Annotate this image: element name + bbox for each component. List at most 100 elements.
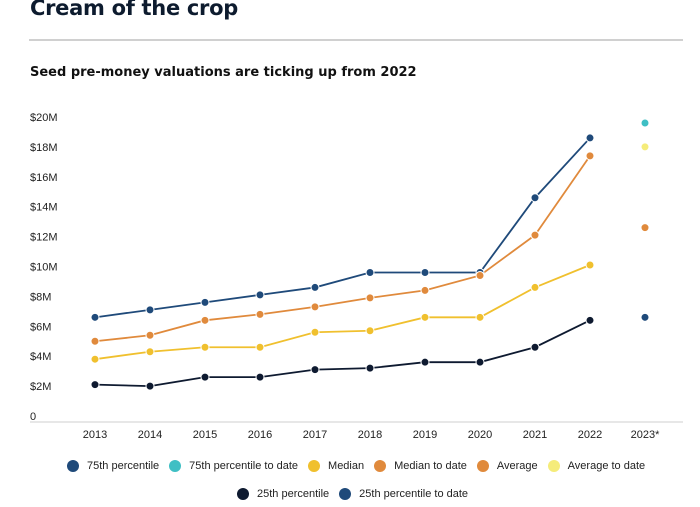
legend-label: Median to date bbox=[394, 460, 467, 472]
data-point-average bbox=[255, 309, 265, 319]
legend-label: 25th percentile bbox=[257, 488, 330, 500]
x-tick-label: 2017 bbox=[303, 429, 327, 441]
legend-item-75th-percentile[interactable]: 75th percentile bbox=[67, 460, 159, 472]
legend-swatch-icon bbox=[308, 460, 321, 472]
data-point-average-to-date bbox=[640, 142, 650, 152]
series-points bbox=[90, 118, 650, 391]
chart-subtitle: Seed pre-money valuations are ticking up… bbox=[30, 65, 417, 80]
data-point-75th-percentile bbox=[530, 193, 540, 203]
legend-label: Average bbox=[496, 460, 538, 472]
legend-label: Median bbox=[328, 460, 365, 472]
data-point-median bbox=[475, 312, 485, 322]
page-title: Cream of the crop bbox=[30, 0, 238, 20]
data-point-25th-percentile bbox=[90, 380, 100, 390]
legend-label: 75th percentile bbox=[87, 460, 160, 472]
data-point-75th-percentile bbox=[365, 267, 375, 277]
y-tick-label: $14M bbox=[30, 202, 58, 214]
data-point-median bbox=[145, 347, 155, 357]
legend-item-25th-percentile-to-date[interactable]: 25th percentile to date bbox=[339, 488, 468, 500]
data-point-median bbox=[310, 327, 320, 337]
data-point-average bbox=[90, 336, 100, 346]
legend-swatch-icon bbox=[237, 488, 249, 500]
y-axis: 0 $2M $4M $6M $8M $10M $12M $14M $16M $18M $20M bbox=[30, 112, 58, 423]
data-point-25th-percentile bbox=[420, 357, 430, 367]
data-point-25th-percentile bbox=[585, 315, 595, 325]
data-point-25th-percentile bbox=[530, 342, 540, 352]
data-point-25th-percentile bbox=[200, 372, 210, 382]
data-point-75th-percentile bbox=[585, 133, 595, 143]
legend-item-25th-percentile[interactable]: 25th percentile bbox=[237, 488, 329, 500]
data-point-median bbox=[90, 354, 100, 364]
data-point-75th-percentile-to-date bbox=[640, 118, 650, 128]
data-point-average bbox=[530, 230, 540, 240]
y-tick-label: 0 bbox=[30, 411, 36, 423]
y-tick-label: $16M bbox=[30, 172, 58, 184]
legend-item-75th-percentile-to-date[interactable]: 75th percentile to date bbox=[169, 460, 298, 472]
x-tick-label: 2021 bbox=[523, 429, 547, 441]
series-line-average bbox=[94, 155, 591, 343]
title-divider bbox=[29, 39, 683, 41]
data-point-average bbox=[310, 302, 320, 312]
series-lines bbox=[94, 137, 591, 388]
x-tick-label: 2018 bbox=[358, 429, 382, 441]
data-point-median bbox=[200, 342, 210, 352]
data-point-75th-percentile bbox=[90, 312, 100, 322]
data-point-75th-percentile bbox=[200, 297, 210, 307]
legend-swatch-icon bbox=[547, 460, 560, 472]
legend-item-median[interactable]: Median bbox=[308, 460, 364, 472]
series-line-25th-percentile bbox=[94, 319, 591, 388]
y-tick-label: $20M bbox=[30, 112, 58, 124]
y-tick-label: $4M bbox=[30, 351, 51, 363]
data-point-25th-percentile bbox=[475, 357, 485, 367]
data-point-75th-percentile bbox=[310, 282, 320, 292]
legend-label: Average to date bbox=[567, 460, 646, 472]
data-point-median bbox=[530, 282, 540, 292]
data-point-25th-percentile bbox=[310, 365, 320, 375]
data-point-average bbox=[420, 285, 430, 295]
legend-row: 25th percentile 25th percentile to date bbox=[237, 488, 478, 500]
data-point-average bbox=[365, 293, 375, 303]
data-point-75th-percentile bbox=[255, 290, 265, 300]
data-point-average bbox=[200, 315, 210, 325]
y-tick-label: $12M bbox=[30, 232, 58, 244]
data-point-75th-percentile bbox=[145, 305, 155, 315]
legend-label: 25th percentile to date bbox=[359, 488, 469, 500]
legend-swatch-icon bbox=[339, 488, 352, 500]
x-tick-label: 2019 bbox=[413, 429, 437, 441]
data-point-median bbox=[420, 312, 430, 322]
series-line-median bbox=[94, 264, 591, 361]
data-point-median bbox=[255, 342, 265, 352]
data-point-average bbox=[145, 330, 155, 340]
x-tick-label: 2022 bbox=[578, 429, 602, 441]
data-point-25th-percentile bbox=[365, 363, 375, 373]
x-tick-label: 2013 bbox=[83, 429, 107, 441]
x-tick-label: 2014 bbox=[138, 429, 162, 441]
data-point-median bbox=[365, 326, 375, 336]
y-tick-label: $6M bbox=[30, 321, 51, 333]
data-point-average bbox=[585, 151, 595, 161]
data-point-25th-percentile bbox=[255, 372, 265, 382]
legend-item-median-to-date[interactable]: Median to date bbox=[374, 460, 467, 472]
data-point-median-to-date bbox=[640, 223, 650, 233]
data-point-average bbox=[475, 270, 485, 280]
legend-item-average-to-date[interactable]: Average to date bbox=[547, 460, 646, 472]
y-tick-label: $8M bbox=[30, 291, 51, 303]
legend-swatch-icon bbox=[476, 460, 489, 472]
x-tick-label: 2016 bbox=[248, 429, 272, 441]
y-tick-label: $10M bbox=[30, 262, 58, 274]
y-tick-label: $18M bbox=[30, 142, 58, 154]
legend-item-average[interactable]: Average bbox=[476, 460, 538, 472]
data-point-median bbox=[585, 260, 595, 270]
data-point-25th-percentile-to-date bbox=[640, 312, 650, 322]
data-point-75th-percentile bbox=[420, 267, 430, 277]
x-tick-label: 2020 bbox=[468, 429, 492, 441]
y-tick-label: $2M bbox=[30, 381, 51, 393]
legend-row: 75th percentile 75th percentile to date Me… bbox=[67, 460, 655, 472]
x-tick-label: 2023* bbox=[631, 429, 660, 441]
legend-swatch-icon bbox=[374, 460, 387, 472]
series-line-75th-percentile bbox=[94, 137, 591, 319]
data-point-25th-percentile bbox=[145, 381, 155, 391]
legend-label: 75th percentile to date bbox=[189, 460, 299, 472]
x-tick-label: 2015 bbox=[193, 429, 217, 441]
